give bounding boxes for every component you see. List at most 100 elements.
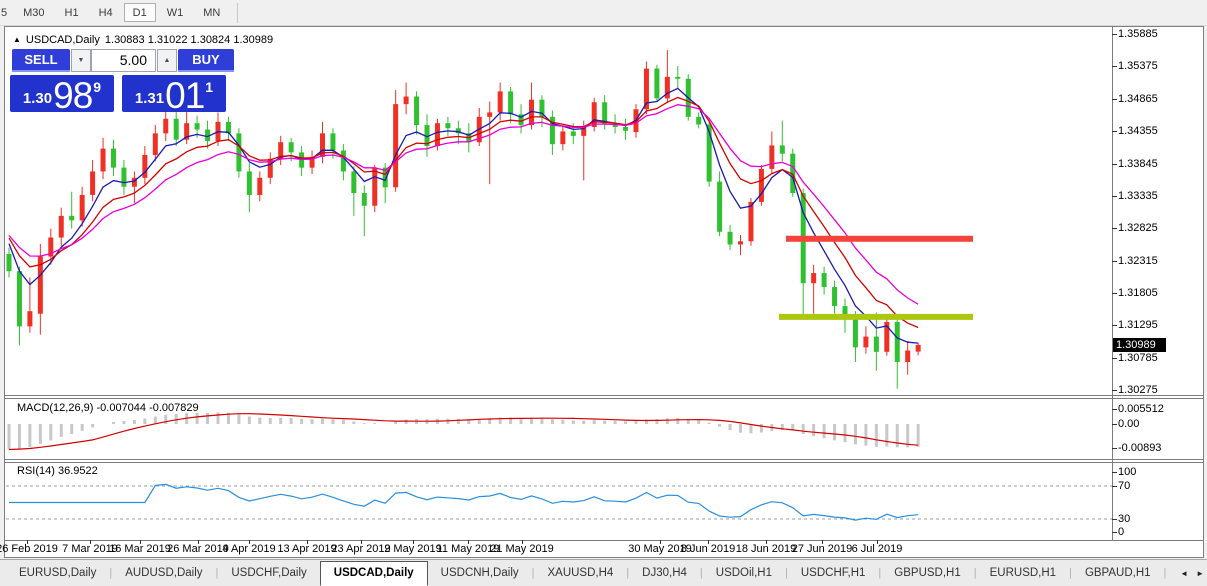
buy-price-display[interactable]: 1.31 01 1 xyxy=(122,75,226,114)
date-axis-tick xyxy=(361,540,362,544)
date-axis-label: 13 Apr 2019 xyxy=(277,543,337,555)
volume-input[interactable]: 5.00 xyxy=(91,49,156,72)
tab-audusd-daily[interactable]: AUDUSD,Daily xyxy=(125,567,203,579)
spinner-up-icon: ▲ xyxy=(163,57,171,64)
timeframe-button-h1[interactable]: H1 xyxy=(56,3,88,22)
scroll-right-icon[interactable]: ► xyxy=(1196,568,1204,578)
sell-price-main: 98 xyxy=(53,75,93,116)
chart-tabs: EURUSD,Daily | AUDUSD,Daily | USDCHF,Daily US… xyxy=(6,560,1166,586)
date-axis-tick xyxy=(413,540,414,544)
date-axis-label: 30 May 2019 xyxy=(628,543,692,555)
rsi-axis-tick xyxy=(1112,532,1117,533)
pane-splitter[interactable] xyxy=(5,459,1203,460)
price-axis-label: 1.31805 xyxy=(1118,287,1158,300)
tab-xauusd-h4[interactable]: XAUUSD,H4 xyxy=(547,567,614,579)
tab-separator: | xyxy=(531,567,535,579)
date-axis-tick xyxy=(140,540,141,544)
tab-usdcad-daily[interactable]: USDCAD,Daily xyxy=(319,560,428,586)
date-axis-label: 11 May 2019 xyxy=(436,543,500,555)
price-axis-border xyxy=(1112,27,1113,540)
chart-tab-bar: EURUSD,Daily | AUDUSD,Daily | USDCHF,Daily US… xyxy=(0,559,1207,586)
price-axis-label: 1.30785 xyxy=(1118,351,1158,364)
macd-axis-label: -0.00893 xyxy=(1118,442,1162,455)
date-axis-tick xyxy=(90,540,91,544)
timeframe-button-w1[interactable]: W1 xyxy=(158,3,193,22)
sell-price-pip: 9 xyxy=(93,79,102,95)
price-axis-label: 1.33335 xyxy=(1118,189,1158,202)
scroll-left-icon[interactable]: ◄ xyxy=(1180,568,1189,578)
timeframe-button-d1[interactable]: D1 xyxy=(123,3,156,22)
date-axis-label: 8 Jun 2019 xyxy=(680,543,736,555)
date-axis-label: 18 Jun 2019 xyxy=(735,543,797,555)
timeframe-toolbar: 5 M30 H1 H4 D1 W1 MN xyxy=(0,0,1207,26)
rsi-axis-tick xyxy=(1112,486,1117,487)
tab-usdchf-h1[interactable]: USDCHF,H1 xyxy=(800,567,866,579)
rsi-pane-canvas[interactable] xyxy=(6,464,1112,539)
tab-usdoil-h1[interactable]: USDOil,H1 xyxy=(715,567,773,579)
date-axis-tick xyxy=(877,540,878,544)
price-axis-label: 1.30275 xyxy=(1118,384,1158,397)
price-axis-label: 1.32825 xyxy=(1118,222,1158,235)
ma-fast-line xyxy=(8,87,919,344)
tab-separator: | xyxy=(785,567,788,579)
support-hline xyxy=(779,313,973,320)
macd-axis-tick xyxy=(1112,409,1117,410)
price-axis-tick xyxy=(1112,66,1117,68)
macd-indicator-label: MACD(12,26,9) -0.007044 -0.007829 xyxy=(17,402,199,414)
macd-axis-label: 0.00 xyxy=(1118,418,1140,430)
tab-usdcnh-daily[interactable]: USDCNH,Daily xyxy=(440,567,519,579)
tab-eurusd-h1[interactable]: EURUSD,H1 xyxy=(989,567,1057,579)
buy-price-pip: 1 xyxy=(205,79,214,95)
buy-button[interactable]: BUY xyxy=(178,49,234,72)
date-axis-label: 4 Apr 2019 xyxy=(222,543,276,555)
macd-name: MACD(12,26,9) xyxy=(17,402,94,414)
price-axis-tick xyxy=(1112,390,1117,392)
rsi-line xyxy=(9,483,919,521)
tab-usdchf-daily[interactable]: USDCHF,Daily xyxy=(231,567,307,579)
tab-eurusd-daily[interactable]: EURUSD,Daily xyxy=(19,567,97,579)
timeframe-button-m30[interactable]: M30 xyxy=(14,3,53,22)
tab-dj30-h4[interactable]: DJ30,H4 xyxy=(642,567,687,579)
price-axis-tick xyxy=(1112,163,1117,165)
price-axis-label: 1.32315 xyxy=(1118,254,1158,267)
sell-button[interactable]: SELL xyxy=(12,49,70,72)
resistance-hline xyxy=(786,235,973,242)
collapse-icon[interactable]: ▲ xyxy=(13,35,21,44)
candles-layer xyxy=(6,50,921,389)
price-axis-tick xyxy=(1112,260,1117,262)
timeframe-button-5[interactable]: 5 xyxy=(0,3,12,22)
sell-price-display[interactable]: 1.30 98 9 xyxy=(10,75,114,116)
date-axis-tick xyxy=(660,540,661,544)
volume-increase-button[interactable]: ▲ xyxy=(157,49,177,72)
pane-splitter[interactable] xyxy=(5,395,1203,396)
pane-splitter[interactable] xyxy=(5,462,1203,463)
price-axis-tick xyxy=(1112,293,1117,295)
volume-decrease-button[interactable]: ▼ xyxy=(71,49,91,72)
timeframe-buttons: 5 M30 H1 H4 D1 W1 MN xyxy=(0,2,239,23)
timeframe-button-mn[interactable]: MN xyxy=(194,3,229,22)
price-axis-tick xyxy=(1112,325,1117,327)
date-axis-label: 2 May 2019 xyxy=(384,543,442,555)
one-click-trading-panel: SELL ▼ 5.00 ▲ BUY 1.30 98 9 1.31 01 1 xyxy=(10,49,236,116)
timeframe-button-h4[interactable]: H4 xyxy=(90,3,122,22)
tab-separator: | xyxy=(215,567,219,579)
rsi-value: 36.9522 xyxy=(57,465,98,477)
tab-gbpusd-h1[interactable]: GBPUSD,H1 xyxy=(894,567,961,579)
rsi-axis-label: 0 xyxy=(1118,526,1125,538)
rsi-axis-tick xyxy=(1112,519,1117,520)
tab-separator: | xyxy=(878,567,882,579)
pane-splitter[interactable] xyxy=(5,398,1203,399)
tab-gbpaud-h1[interactable]: GBPAUD,H1 xyxy=(1084,567,1151,579)
date-axis-label: 26 Feb 2019 xyxy=(0,543,58,555)
rsi-axis-label: 100 xyxy=(1118,466,1137,478)
rsi-name: RSI(14) xyxy=(17,465,55,477)
price-axis-label: 1.31295 xyxy=(1118,319,1158,332)
macd-values: -0.007044 -0.007829 xyxy=(96,402,199,414)
tab-separator: | xyxy=(1069,567,1072,579)
macd-pane-canvas[interactable] xyxy=(6,401,1112,459)
date-axis-tick xyxy=(198,540,199,544)
tab-separator: | xyxy=(626,567,630,579)
date-axis-tick xyxy=(249,540,250,544)
sell-price-prefix: 1.30 xyxy=(22,90,53,107)
price-chart-canvas[interactable] xyxy=(6,33,1112,395)
